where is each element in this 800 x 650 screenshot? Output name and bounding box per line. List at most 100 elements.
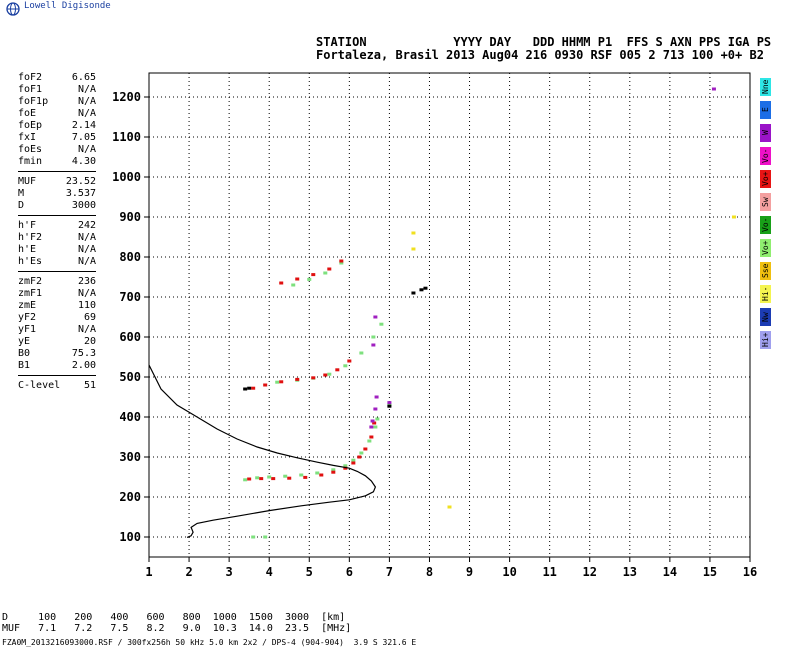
param-value: N/A: [77, 256, 96, 267]
x-tick-label: 4: [266, 565, 273, 579]
echo-point-black: [247, 386, 252, 390]
x-tick-label: 6: [346, 565, 353, 579]
globe-icon: [6, 2, 20, 16]
echo-point-yellow: [411, 231, 416, 235]
param-value: 6.65: [71, 72, 96, 83]
echo-point-red: [343, 466, 348, 470]
param-label: MUF: [18, 176, 37, 187]
echo-point-red: [251, 386, 256, 390]
echo-point-red: [351, 461, 356, 465]
echo-point-green: [375, 417, 380, 421]
echo-point-green: [243, 478, 248, 482]
echo-point-green: [359, 451, 364, 455]
param-value: 69: [83, 312, 96, 323]
echo-point-purple: [370, 419, 375, 423]
param-value: N/A: [77, 244, 96, 255]
echo-point-green: [267, 475, 272, 479]
param-separator: [18, 375, 96, 376]
legend-item: Hi-: [760, 285, 771, 303]
muf-distance-line1: D 100 200 400 600 800 1000 1500 3000 [km…: [2, 612, 346, 623]
echo-point-purple: [374, 395, 379, 399]
param-row: yF1 N/A: [18, 324, 96, 336]
y-tick-label: 700: [119, 290, 141, 304]
echo-point-black: [387, 404, 392, 408]
header-line2: Fortaleza, Brasil 2013 Aug04 216 0930 RS…: [316, 48, 764, 62]
echo-point-red: [347, 359, 352, 363]
x-tick-label: 12: [583, 565, 597, 579]
echo-point-green: [307, 277, 312, 281]
param-label: zmF1: [18, 288, 43, 299]
param-row: C-level 51: [18, 380, 96, 392]
y-tick-label: 600: [119, 330, 141, 344]
y-tick-label: 1200: [112, 90, 141, 104]
echo-point-red: [279, 281, 284, 285]
param-label: fmin: [18, 156, 43, 167]
echo-point-green: [251, 535, 256, 539]
echo-point-red: [369, 435, 374, 439]
echo-point-red: [295, 277, 300, 281]
param-label: zmF2: [18, 276, 43, 287]
echo-point-red: [287, 476, 292, 480]
echo-point-red: [311, 376, 316, 380]
param-row: h'F2 N/A: [18, 232, 96, 244]
param-row: foF1p N/A: [18, 96, 96, 108]
param-row: zmE 110: [18, 300, 96, 312]
param-row: M 3.537: [18, 188, 96, 200]
echo-point-purple: [387, 401, 392, 405]
param-label: D: [18, 200, 25, 211]
echo-point-black: [419, 288, 424, 292]
echo-point-green: [359, 351, 364, 355]
echo-point-red: [271, 477, 276, 481]
param-label: h'F: [18, 220, 37, 231]
param-value: 51: [83, 380, 96, 391]
y-tick-label: 200: [119, 490, 141, 504]
param-label: M: [18, 188, 25, 199]
echo-point-red: [323, 373, 328, 377]
echo-point-red: [319, 473, 324, 477]
param-row: MUF 23.52: [18, 176, 96, 188]
legend-item: W: [760, 124, 771, 142]
param-row: B1 2.00: [18, 360, 96, 372]
echo-point-red: [259, 477, 264, 481]
param-label: foEs: [18, 144, 43, 155]
y-tick-label: 100: [119, 530, 141, 544]
echo-point-red: [331, 470, 336, 474]
echo-point-red: [311, 273, 316, 277]
echo-point-black: [411, 291, 416, 295]
x-tick-label: 13: [623, 565, 637, 579]
echo-point-green: [331, 468, 336, 472]
param-label: foF1: [18, 84, 43, 95]
legend-item: Vo+: [760, 170, 771, 188]
legend-item: Vo-: [760, 216, 771, 234]
echo-point-red: [327, 267, 332, 271]
plot-frame: [148, 72, 751, 558]
echo-point-green: [291, 283, 296, 287]
param-row: foEs N/A: [18, 144, 96, 156]
param-row: h'Es N/A: [18, 256, 96, 268]
y-tick-label: 300: [119, 450, 141, 464]
file-info-footer: FZA0M_2013216093000.RSF / 300fx256h 50 k…: [2, 638, 417, 647]
echo-point-red: [279, 380, 284, 384]
y-tick-label: 400: [119, 410, 141, 424]
param-label: C-level: [18, 380, 61, 391]
echo-point-green: [275, 380, 280, 384]
param-separator: [18, 171, 96, 172]
echo-point-red: [335, 368, 340, 372]
param-value: N/A: [77, 288, 96, 299]
param-value: N/A: [77, 232, 96, 243]
echo-point-black: [423, 286, 428, 290]
header-line1: STATION YYYY DAY DDD HHMM P1 FFS S AXN P…: [316, 35, 772, 49]
param-value: 236: [77, 276, 96, 287]
param-value: N/A: [77, 108, 96, 119]
param-row: B0 75.3: [18, 348, 96, 360]
x-tick-label: 1: [145, 565, 152, 579]
param-row: yE 20: [18, 336, 96, 348]
param-value: 7.05: [71, 132, 96, 143]
logo-text: Lowell Digisonde: [24, 1, 111, 11]
param-value: N/A: [77, 96, 96, 107]
echo-point-green: [339, 261, 344, 265]
param-value: N/A: [77, 84, 96, 95]
param-row: D 3000: [18, 200, 96, 212]
echo-point-green: [327, 372, 332, 376]
